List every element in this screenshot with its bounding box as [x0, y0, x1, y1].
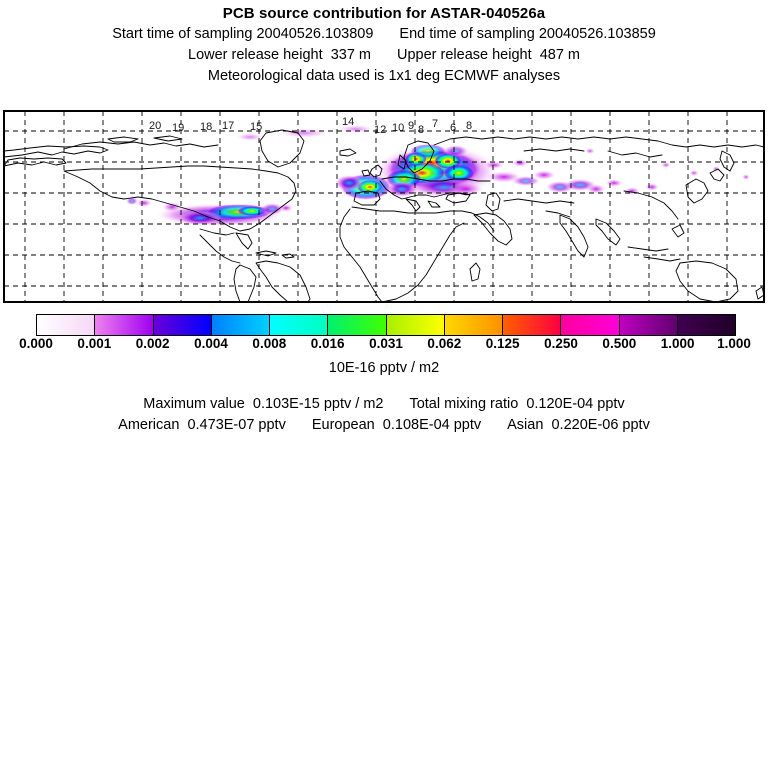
svg-text:10: 10 — [392, 122, 404, 134]
colorbar-tick-3: 0.004 — [194, 336, 228, 351]
colorbar-tick-1: 0.001 — [77, 336, 112, 351]
plume-american — [126, 197, 293, 226]
map-svg: 20 19 18 17 15 14 12 10 9 8 7 6 8 — [4, 111, 764, 302]
european-value: 0.108E-04 pptv — [382, 417, 482, 433]
colorbar-tick-10: 0.500 — [602, 336, 637, 351]
colorbar-unit-label: 10E-16 pptv / m2 — [328, 360, 440, 376]
american-value: 0.473E-07 pptv — [187, 417, 286, 433]
footer-max-total-line: Maximum value 0.103E-15 pptv / m2 Total m… — [0, 394, 768, 415]
colorbar-segment-5 — [328, 315, 387, 335]
footer-sources-line: American 0.473E-07 pptv European 0.108E-0… — [0, 415, 768, 436]
colorbar-tick-4: 0.008 — [252, 336, 287, 351]
colorbar-tick-8: 0.125 — [485, 336, 520, 351]
plume-east-asia — [585, 148, 750, 180]
start-time-label: Start time of sampling — [112, 26, 253, 42]
total-mixing-value: 0.120E-04 pptv — [526, 396, 625, 412]
page-title: PCB source contribution for ASTAR-040526… — [222, 5, 546, 22]
lower-height-label: Lower release height — [188, 47, 323, 63]
colorbar-segment-3 — [211, 315, 270, 335]
colorbar-tick-9: 0.250 — [544, 336, 578, 351]
colorbar-tick-11: 1.000 — [660, 336, 695, 351]
svg-text:19: 19 — [172, 122, 184, 134]
american-label: American — [118, 417, 180, 433]
end-time-value: 20040526.103859 — [538, 26, 656, 42]
colorbar-segment-7 — [444, 315, 503, 335]
meteorological-data-line: Meteorological data used is 1x1 deg ECMW… — [207, 68, 561, 84]
colorbar-segment-9 — [561, 315, 620, 335]
svg-text:8: 8 — [466, 120, 472, 132]
colorbar-tick-7: 0.062 — [427, 336, 462, 351]
colorbar-segment-0 — [37, 315, 96, 335]
svg-text:14: 14 — [342, 116, 354, 128]
max-value-value: 0.103E-15 pptv / m2 — [252, 396, 384, 412]
arctic-label-artifacts: 20 19 18 17 15 14 12 10 9 8 7 6 8 — [149, 116, 472, 136]
svg-text:15: 15 — [250, 121, 262, 133]
world-map-panel: 20 19 18 17 15 14 12 10 9 8 7 6 8 — [3, 110, 765, 303]
lower-height-value: 337 m — [330, 47, 371, 63]
asian-value: 0.220E-06 pptv — [551, 417, 650, 433]
svg-text:20: 20 — [149, 120, 161, 132]
colorbar-segment-10 — [619, 315, 678, 335]
european-label: European — [311, 417, 375, 433]
coastlines — [4, 129, 764, 302]
colorbar-tick-5: 0.016 — [310, 336, 345, 351]
svg-text:6: 6 — [450, 122, 456, 134]
svg-text:7: 7 — [432, 118, 438, 130]
plume-asian-tail — [484, 159, 659, 195]
colorbar-segment-8 — [503, 315, 562, 335]
release-height-line: Lower release height 337 m Upper release … — [0, 45, 768, 66]
colorbar-tick-max: 1.000 — [717, 336, 751, 351]
colorbar-gradient-strip — [36, 314, 736, 336]
svg-text:17: 17 — [222, 120, 234, 132]
colorbar-tick-2: 0.002 — [135, 336, 170, 351]
upper-height-value: 487 m — [539, 47, 580, 63]
svg-text:12: 12 — [374, 124, 386, 136]
svg-text:18: 18 — [200, 121, 212, 133]
colorbar-tick-labels: 0.000 0.001 0.002 0.004 0.008 0.016 0.031 0.062… — [0, 336, 768, 354]
sampling-time-line: Start time of sampling 20040526.103809 En… — [0, 24, 768, 45]
colorbar-segment-4 — [270, 315, 329, 335]
colorbar-segment-1 — [95, 315, 154, 335]
total-mixing-label: Total mixing ratio — [409, 396, 519, 412]
end-time-label: End time of sampling — [399, 26, 535, 42]
colorbar-tick-6: 0.031 — [369, 336, 403, 351]
colorbar-tick-0: 0.000 — [19, 336, 53, 351]
map-border — [4, 111, 764, 302]
svg-text:8: 8 — [418, 124, 424, 136]
upper-height-label: Upper release height — [397, 47, 532, 63]
max-value-label: Maximum value — [143, 396, 245, 412]
start-time-value: 20040526.103809 — [256, 26, 374, 42]
header-block: PCB source contribution for ASTAR-040526… — [0, 0, 768, 87]
svg-text:9: 9 — [408, 120, 414, 132]
colorbar-segment-2 — [153, 315, 212, 335]
colorbar-segment-6 — [386, 315, 445, 335]
footer-block: Maximum value 0.103E-15 pptv / m2 Total m… — [0, 394, 768, 436]
colorbar-segment-11 — [677, 315, 735, 335]
asian-label: Asian — [507, 417, 544, 433]
colorbar — [36, 314, 736, 336]
